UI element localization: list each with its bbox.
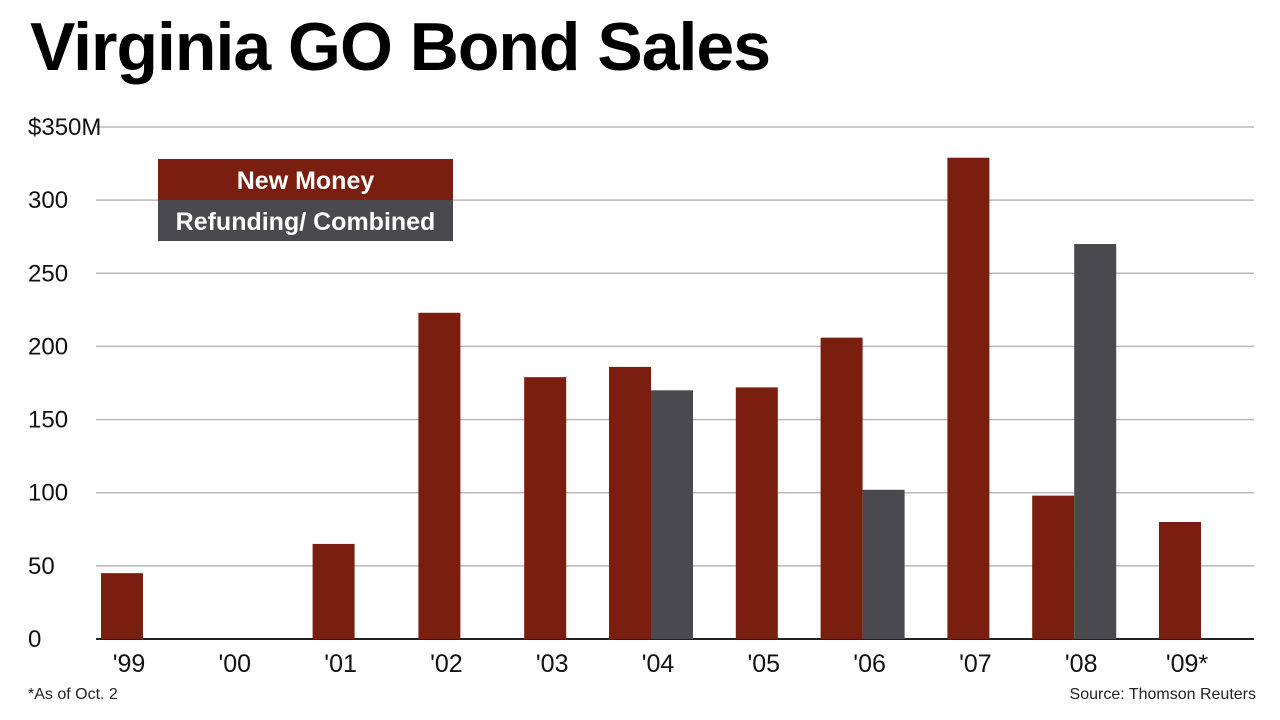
x-tick-label: '99 (113, 650, 146, 678)
legend-swatch-refunding-combined (158, 200, 453, 241)
bar-new-money-06 (820, 337, 863, 639)
x-tick-label: '00 (219, 650, 252, 678)
y-tick-label: 50 (28, 553, 55, 580)
y-tick-label: 0 (28, 626, 41, 653)
legend-label-new-money: New Money (237, 167, 375, 195)
bar-new-money-08 (1032, 495, 1075, 639)
y-tick-label: 100 (28, 480, 68, 507)
y-tick-label: 250 (28, 260, 68, 287)
x-tick-label: '07 (959, 650, 992, 678)
x-axis-labels: '99 '00 '01 '02 '03 '04 '05 '06 '07 '08 '09* (113, 650, 1209, 678)
footnote: *As of Oct. 2 (28, 686, 118, 703)
x-tick-label: '01 (324, 650, 357, 678)
y-tick-label: 300 (28, 187, 68, 214)
x-tick-label: '05 (748, 650, 781, 678)
x-tick-label: '09* (1166, 650, 1209, 678)
bar-new-money-99 (101, 573, 143, 639)
bar-new-money-01 (312, 543, 355, 639)
y-axis-ticks: $350M 300 250 200 150 100 50 0 (28, 114, 101, 653)
y-tick-label: 200 (28, 333, 68, 360)
x-tick-label: '08 (1065, 650, 1098, 678)
bar-new-money-03 (524, 377, 567, 639)
y-tick-label: 150 (28, 407, 68, 434)
y-tick-label: $350M (28, 114, 101, 141)
x-tick-label: '02 (430, 650, 463, 678)
x-tick-label: '04 (642, 650, 675, 678)
source-note: Source: Thomson Reuters (1069, 686, 1256, 703)
legend-swatch-new-money (158, 159, 453, 200)
bars (101, 157, 1201, 639)
x-tick-label: '06 (853, 650, 886, 678)
bar-refunding-combined-06 (862, 489, 905, 639)
bar-new-money-04 (609, 366, 651, 639)
bar-new-money-05 (735, 387, 778, 639)
x-tick-label: '03 (536, 650, 569, 678)
bar-new-money-02 (418, 312, 461, 639)
bar-refunding-combined-08 (1074, 244, 1117, 639)
legend-label-refunding-combined: Refunding/ Combined (176, 208, 436, 236)
legend: New Money Refunding/ Combined (158, 159, 453, 241)
chart-title: Virginia GO Bond Sales (30, 9, 771, 85)
bar-refunding-combined-04 (651, 390, 693, 639)
bar-new-money-09 (1159, 521, 1201, 639)
bar-new-money-07 (947, 157, 990, 639)
